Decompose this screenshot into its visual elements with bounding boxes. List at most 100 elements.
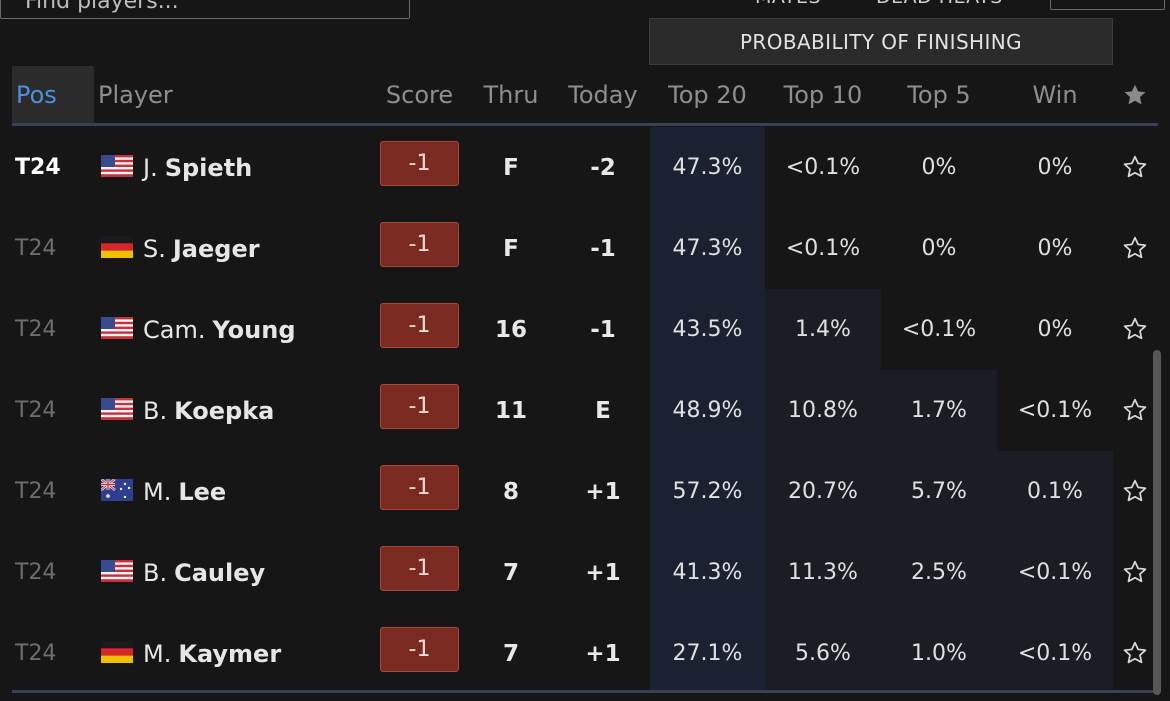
player-name[interactable]: B. Koepka — [143, 370, 274, 451]
column-header-pos[interactable]: Pos — [12, 66, 94, 124]
score-badge: -1 — [380, 222, 459, 267]
top10-value: 1.4% — [795, 317, 851, 342]
player-last: Spieth — [164, 153, 253, 182]
column-header-thru[interactable]: Thru — [483, 81, 539, 109]
column-header-top10[interactable]: Top 10 — [783, 81, 863, 109]
player-last: Young — [212, 315, 296, 344]
position: T24 — [15, 236, 57, 261]
top10-value: <0.1% — [785, 236, 861, 261]
score-badge: -1 — [380, 141, 459, 186]
player-name[interactable]: S. Jaeger — [143, 208, 260, 289]
top5-value: 0% — [921, 155, 957, 180]
table-bottom-divider — [12, 690, 1158, 693]
column-header-win[interactable]: Win — [1032, 81, 1078, 109]
win-value: 0% — [1037, 155, 1073, 180]
usa-flag-icon — [101, 317, 133, 339]
favorite-star-icon[interactable] — [1122, 478, 1148, 504]
win-value: 0.1% — [1027, 479, 1083, 504]
player-first: M. — [143, 477, 172, 506]
today-value: +1 — [585, 640, 621, 667]
usa-flag-icon — [101, 155, 133, 177]
favorite-star-icon[interactable] — [1122, 316, 1148, 342]
player-last: Cauley — [174, 558, 266, 587]
top10-column-shade — [765, 289, 881, 692]
top20-value: 57.2% — [672, 479, 743, 504]
table-row[interactable]: T24 J. Spieth -1 F -2 47.3% <0.1% 0% 0% — [0, 127, 1170, 208]
position: T24 — [15, 560, 57, 585]
player-last: Kaymer — [178, 639, 282, 668]
mates-label[interactable]: MATES — [755, 0, 821, 8]
player-name[interactable]: B. Cauley — [143, 532, 265, 613]
table-row[interactable]: T24 S. Jaeger -1 F -1 47.3% <0.1% 0% 0% — [0, 208, 1170, 289]
dead-heats-control[interactable] — [1050, 0, 1165, 10]
thru-value: 7 — [502, 640, 519, 667]
column-header-top5[interactable]: Top 5 — [907, 81, 971, 109]
thru-value: 8 — [502, 478, 519, 505]
search-input[interactable]: Find players... — [0, 0, 410, 19]
top5-value: <0.1% — [901, 317, 977, 342]
top20-column-highlight — [650, 127, 765, 692]
top5-value: 5.7% — [911, 479, 967, 504]
usa-flag-icon — [101, 560, 133, 582]
favorite-star-icon[interactable] — [1122, 640, 1148, 666]
thru-value: 11 — [494, 397, 527, 424]
germany-flag-icon — [101, 641, 133, 663]
top5-value: 2.5% — [911, 560, 967, 585]
favorite-star-icon[interactable] — [1122, 235, 1148, 261]
player-last: Jaeger — [172, 234, 260, 263]
today-value: E — [595, 397, 611, 424]
australia-flag-icon — [101, 479, 133, 501]
position: T24 — [15, 317, 57, 342]
column-header-today[interactable]: Today — [568, 81, 638, 109]
table-row[interactable]: T24 Cam. Young -1 16 -1 43.5% 1.4% <0.1% … — [0, 289, 1170, 370]
today-value: -1 — [590, 316, 616, 343]
vertical-scrollbar[interactable] — [1153, 350, 1161, 695]
player-name[interactable]: M. Lee — [143, 451, 226, 532]
top5-value: 0% — [921, 236, 957, 261]
table-row[interactable]: T24 B. Cauley -1 7 +1 41.3% 11.3% 2.5% <0… — [0, 532, 1170, 613]
win-value: <0.1% — [1017, 560, 1093, 585]
player-name[interactable]: Cam. Young — [143, 289, 296, 370]
dead-heats-label[interactable]: DEAD HEATS — [876, 0, 1003, 8]
score-badge: -1 — [380, 546, 459, 591]
top20-value: 48.9% — [672, 398, 743, 423]
top5-column-shade — [881, 370, 997, 692]
position: T24 — [15, 479, 57, 504]
player-first: S. — [143, 234, 166, 263]
position: T24 — [15, 641, 57, 666]
favorite-star-icon[interactable] — [1122, 154, 1148, 180]
probability-header: PROBABILITY OF FINISHING — [649, 18, 1113, 65]
player-name[interactable]: M. Kaymer — [143, 613, 281, 694]
table-row[interactable]: T24 B. Koepka -1 11 E 48.9% 10.8% 1.7% <0… — [0, 370, 1170, 451]
germany-flag-icon — [101, 236, 133, 258]
thru-value: F — [503, 235, 519, 262]
top10-value: 11.3% — [788, 560, 858, 585]
win-value: 0% — [1037, 317, 1073, 342]
table-row[interactable]: T24 M. Lee -1 8 +1 57.2% 20.7% 5.7% 0.1% — [0, 451, 1170, 532]
player-first: B. — [143, 396, 168, 425]
probability-header-label: PROBABILITY OF FINISHING — [739, 29, 1023, 54]
win-value: <0.1% — [1017, 398, 1093, 423]
top10-value: 5.6% — [795, 641, 851, 666]
table-row[interactable]: T24 M. Kaymer -1 7 +1 27.1% 5.6% 1.0% <0.… — [0, 613, 1170, 694]
score-badge: -1 — [380, 627, 459, 672]
player-last: Lee — [178, 477, 227, 506]
win-column-shade — [997, 451, 1113, 692]
top5-value: 1.7% — [911, 398, 967, 423]
usa-flag-icon — [101, 398, 133, 420]
player-first: Cam. — [143, 315, 206, 344]
search-placeholder: Find players... — [25, 0, 179, 14]
column-header-score[interactable]: Score — [385, 81, 454, 109]
score-badge: -1 — [380, 384, 459, 429]
column-header-top20[interactable]: Top 20 — [668, 81, 747, 109]
player-name[interactable]: J. Spieth — [143, 127, 252, 208]
star-filled-icon[interactable] — [1122, 82, 1148, 108]
favorite-star-icon[interactable] — [1122, 397, 1148, 423]
favorite-star-icon[interactable] — [1122, 559, 1148, 585]
today-value: -2 — [590, 154, 616, 181]
top20-value: 43.5% — [672, 317, 743, 342]
top10-value: 20.7% — [788, 479, 858, 504]
column-header-player[interactable]: Player — [98, 81, 173, 109]
player-last: Koepka — [174, 396, 275, 425]
